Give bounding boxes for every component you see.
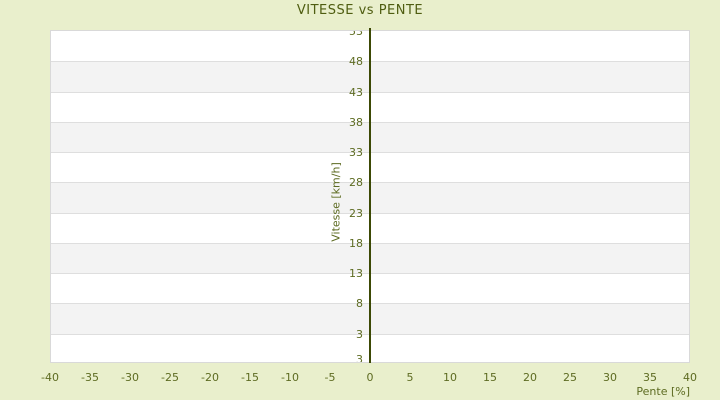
y-tick-label: 28: [349, 176, 363, 190]
x-tick-label: 15: [483, 371, 497, 384]
y-axis-line: [369, 28, 371, 363]
y-tick-label: 23: [349, 206, 363, 220]
x-tick-label: -40: [41, 371, 59, 384]
x-tick-label: -25: [161, 371, 179, 384]
x-tick-label: 20: [523, 371, 537, 384]
y-tick-label: 13: [349, 267, 363, 281]
x-tick-label: -20: [201, 371, 219, 384]
y-tick-label: 48: [349, 55, 363, 69]
x-tick-label: 10: [443, 371, 457, 384]
y-tick-label: 8: [356, 297, 363, 311]
x-tick-label: -5: [324, 371, 336, 384]
y-tick-label: 38: [349, 115, 363, 129]
x-tick-label: -30: [121, 371, 139, 384]
y-tick-label: 18: [349, 236, 363, 250]
x-axis-title: Pente [%]: [636, 385, 690, 398]
x-tick-label: 25: [563, 371, 577, 384]
y-tick-label: 43: [349, 85, 363, 99]
x-tick-label: 0: [366, 371, 374, 384]
chart-title: VITESSE vs PENTE: [296, 3, 424, 18]
y-tick-label: 53: [349, 30, 363, 38]
y-axis-bottom-duplicate-label: 3: [356, 353, 363, 363]
x-tick-label: 30: [603, 371, 617, 384]
x-tick-label: 40: [683, 371, 697, 384]
y-axis-title-text: Vitesse [km/h]: [329, 162, 343, 242]
x-tick-label: -15: [241, 371, 259, 384]
x-tick-label: 35: [643, 371, 657, 384]
y-tick-label: 33: [349, 146, 363, 160]
y-tick-label: 3: [356, 327, 363, 341]
x-tick-label: -10: [281, 371, 299, 384]
x-tick-label: -35: [81, 371, 99, 384]
x-tick-label: 5: [406, 371, 414, 384]
